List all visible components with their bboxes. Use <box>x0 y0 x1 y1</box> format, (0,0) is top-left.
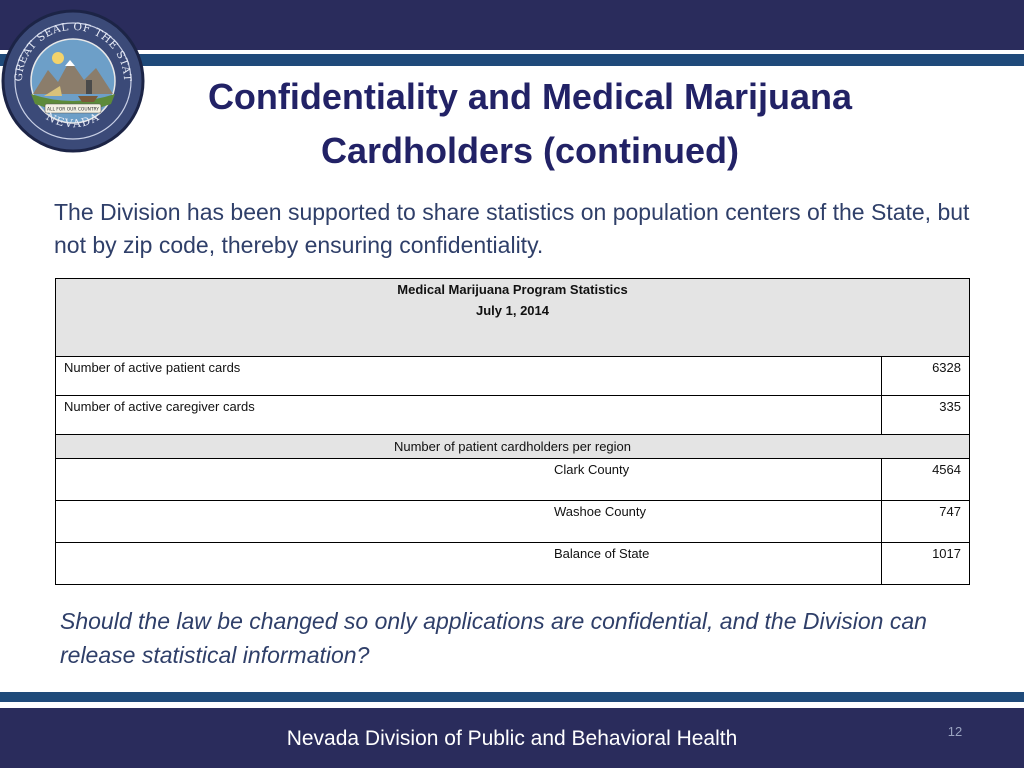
table-row: Number of active patient cards 6328 <box>55 356 970 396</box>
row-label: Number of active caregiver cards <box>55 395 882 435</box>
page-number: 12 <box>947 724 963 739</box>
row-value: 6328 <box>881 356 970 396</box>
footer-text: Nevada Division of Public and Behavioral… <box>286 727 738 750</box>
table-header-cell: Medical Marijuana Program Statistics Jul… <box>55 278 970 357</box>
region-value: 4564 <box>881 458 970 501</box>
slide-title: Confidentiality and Medical Marijuana Ca… <box>150 70 910 178</box>
table-title: Medical Marijuana Program Statistics <box>397 282 628 297</box>
row-value: 335 <box>881 395 970 435</box>
table-row: Number of active caregiver cards 335 <box>55 395 970 435</box>
table-header-row: Medical Marijuana Program Statistics Jul… <box>55 278 970 357</box>
svg-text:ALL FOR OUR COUNTRY: ALL FOR OUR COUNTRY <box>47 107 99 113</box>
region-value: 747 <box>881 500 970 543</box>
row-label: Number of active patient cards <box>55 356 882 396</box>
region-label: Washoe County <box>55 500 882 543</box>
intro-paragraph: The Division has been supported to share… <box>54 199 970 258</box>
statistics-table: Medical Marijuana Program Statistics Jul… <box>55 278 970 585</box>
nevada-seal-logo: ALL FOR OUR COUNTRY THE GREAT SEAL OF TH… <box>0 8 145 153</box>
region-label: Balance of State <box>55 542 882 585</box>
table-date: July 1, 2014 <box>476 303 549 318</box>
title-line-2: Cardholders (continued) <box>320 130 739 171</box>
table-row: Clark County 4564 <box>55 458 970 501</box>
question-text: Should the law be changed so only applic… <box>60 608 927 668</box>
table-row: Balance of State 1017 <box>55 542 970 585</box>
top-banner <box>0 0 1024 50</box>
region-header: Number of patient cardholders per region <box>55 434 970 459</box>
svg-text:NEVADA: NEVADA <box>44 110 102 131</box>
bottom-stripe <box>0 692 1024 702</box>
footer-banner <box>0 708 1024 768</box>
region-value: 1017 <box>881 542 970 585</box>
title-line-1: Confidentiality and Medical Marijuana <box>207 76 853 117</box>
table-row: Washoe County 747 <box>55 500 970 543</box>
region-label: Clark County <box>55 458 882 501</box>
region-header-row: Number of patient cardholders per region <box>55 434 970 459</box>
top-stripe <box>0 54 1024 66</box>
